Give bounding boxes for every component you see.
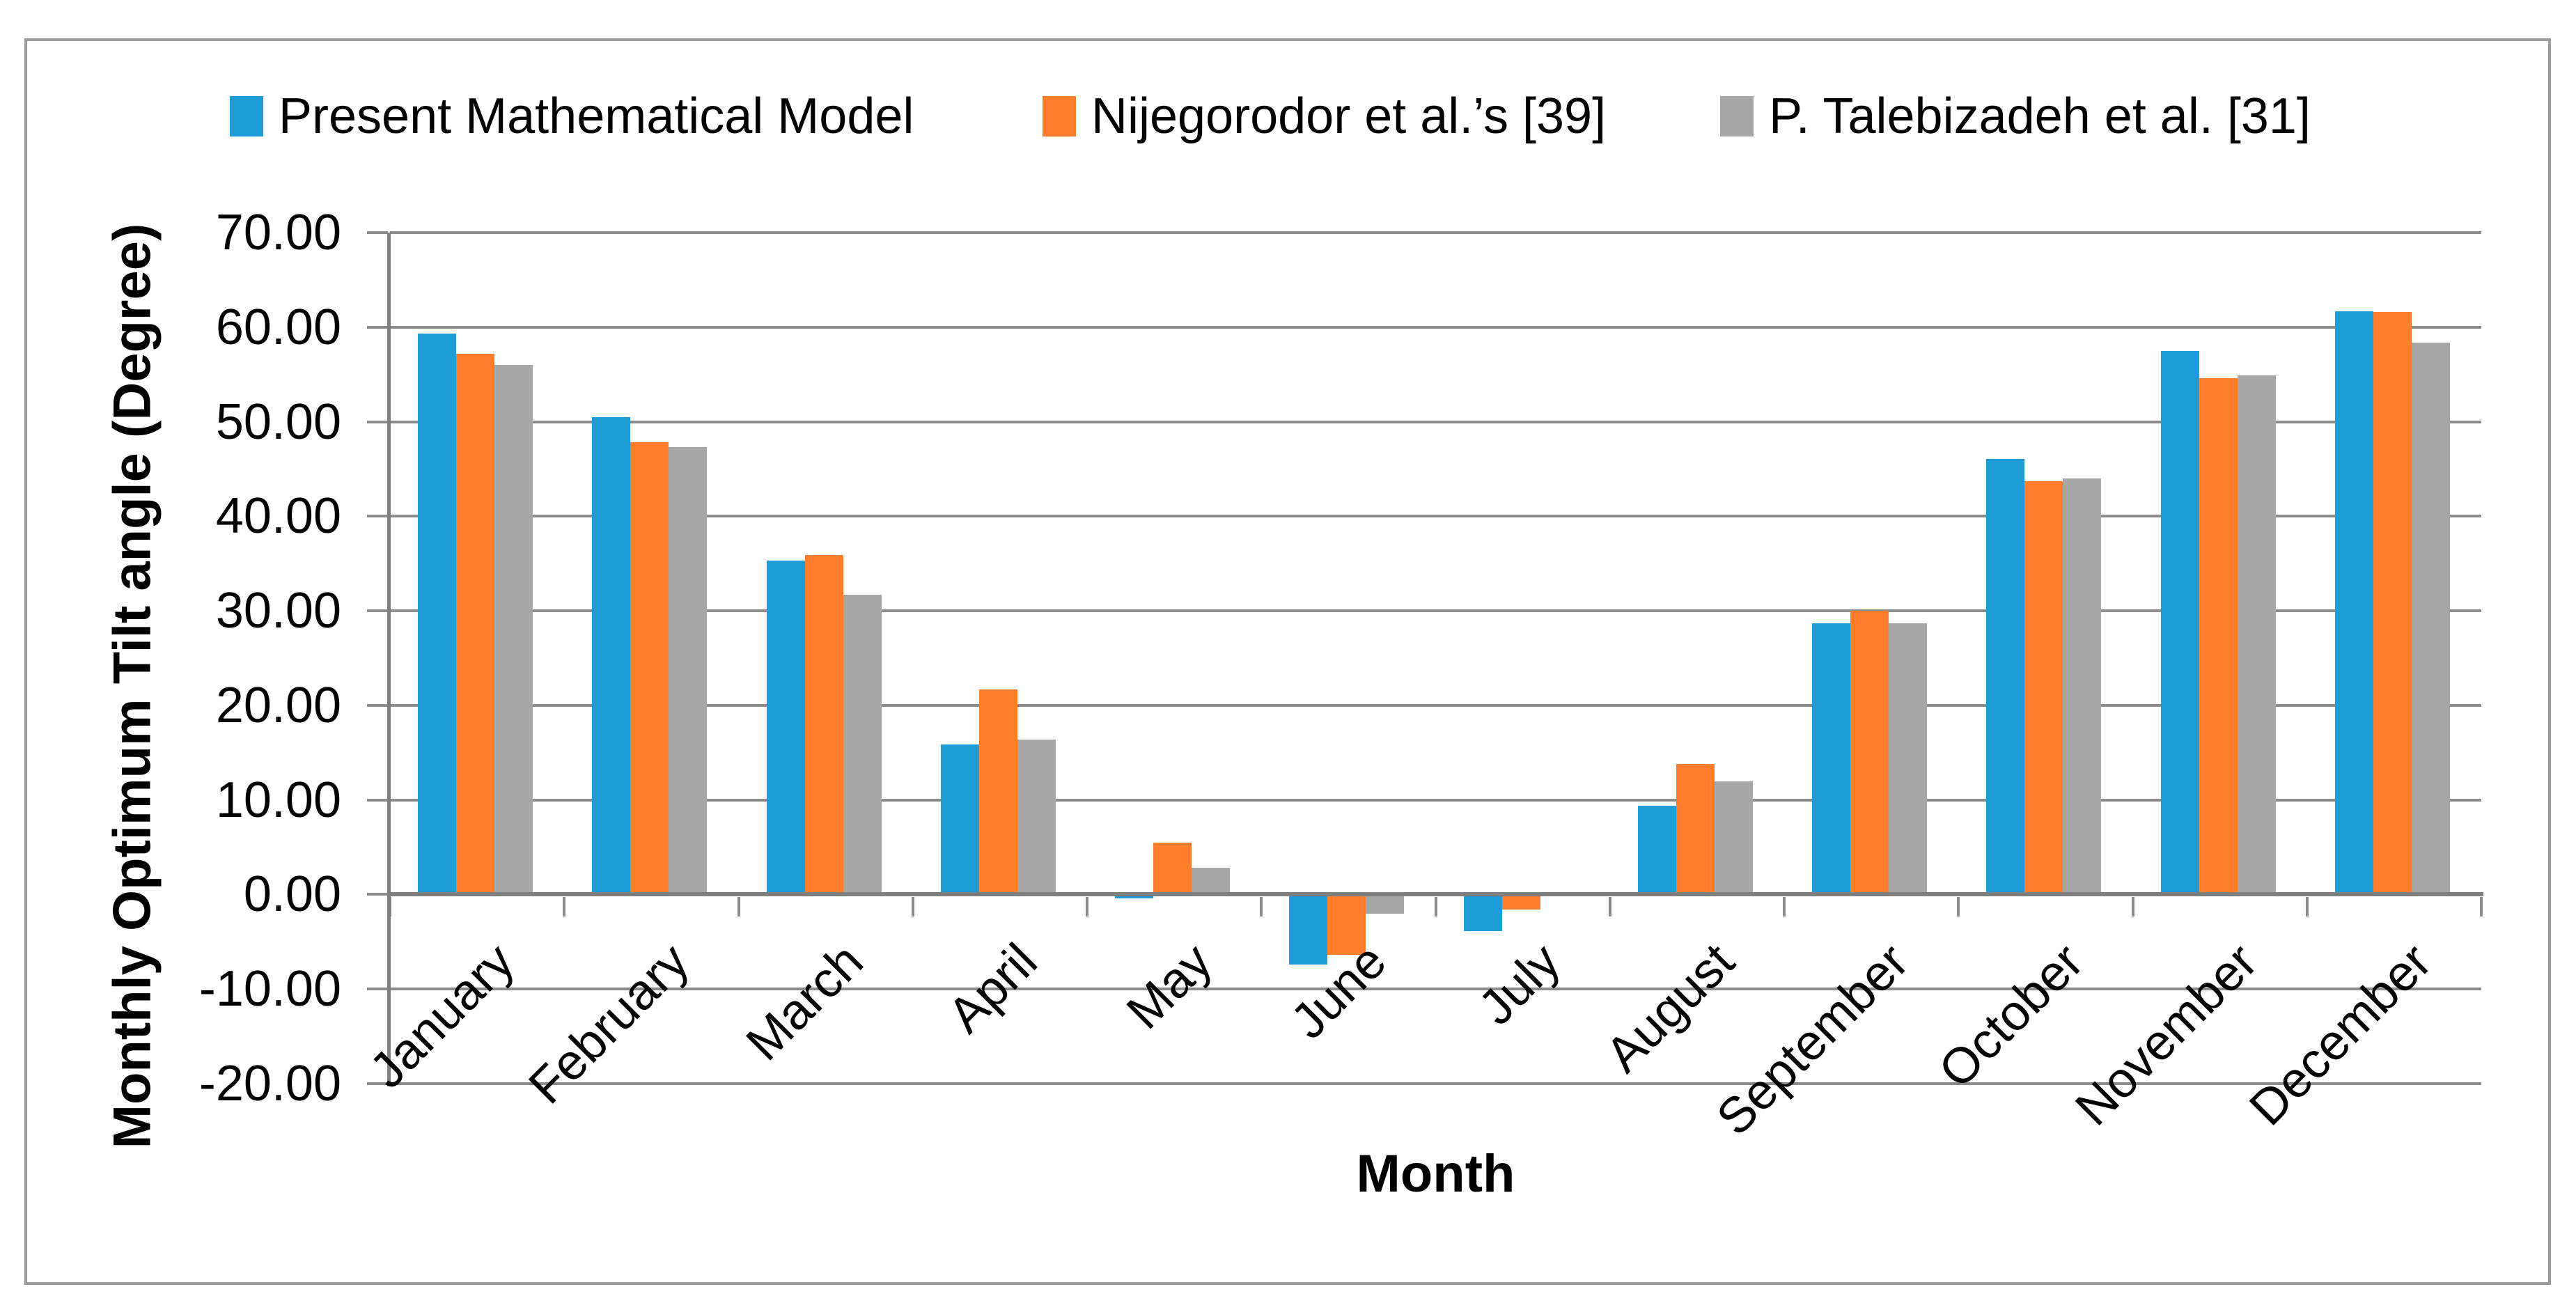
- y-axis-title: Monthly Optimum Tilt angle (Degree): [102, 223, 162, 1149]
- legend-marker-icon: [1720, 96, 1754, 136]
- legend-label: Nijegorodor et al.’s [39]: [1091, 88, 1607, 144]
- bar-nijegorodor-et-al-s-39: [1850, 611, 1889, 895]
- bar-present-mathematical-model: [766, 561, 805, 895]
- y-tick-label: 30.00: [215, 583, 341, 639]
- category-label: August: [1595, 933, 1745, 1084]
- bar-present-mathematical-model: [2160, 350, 2199, 895]
- bar-nijegorodor-et-al-s-39: [630, 442, 669, 895]
- gridline: [390, 703, 2481, 707]
- y-tick-label: 40.00: [215, 488, 341, 545]
- category-label: October: [1928, 933, 2094, 1100]
- y-axis-tick: [367, 420, 388, 423]
- bar-p-talebizadeh-et-al-31: [1889, 623, 1927, 895]
- x-axis-tick: [2480, 897, 2483, 917]
- bar-p-talebizadeh-et-al-31: [1192, 868, 1230, 895]
- bar-nijegorodor-et-al-s-39: [978, 689, 1017, 895]
- bar-p-talebizadeh-et-al-31: [669, 447, 708, 895]
- bar-present-mathematical-model: [418, 334, 456, 895]
- bar-nijegorodor-et-al-s-39: [1501, 894, 1540, 910]
- bar-present-mathematical-model: [1812, 623, 1850, 895]
- x-axis-title: Month: [1356, 1144, 1515, 1203]
- x-axis-tick: [1260, 897, 1263, 917]
- y-tick-label: -10.00: [198, 961, 341, 1017]
- legend-item: Nijegorodor et al.’s [39]: [1043, 85, 1606, 148]
- legend-item: Present Mathematical Model: [230, 85, 914, 148]
- y-axis-tick: [367, 515, 388, 518]
- y-tick-label: 0.00: [243, 866, 341, 923]
- y-tick-label: 10.00: [215, 772, 341, 828]
- x-axis-tick: [563, 897, 566, 917]
- x-axis-tick: [2305, 897, 2309, 917]
- x-axis-line: [387, 892, 2483, 897]
- bar-present-mathematical-model: [1463, 894, 1502, 932]
- x-axis-tick: [1086, 897, 1088, 917]
- legend: Present Mathematical Model Nijegorodor et…: [0, 85, 2576, 148]
- y-axis-line: [387, 233, 391, 1086]
- gridline: [390, 231, 2481, 234]
- bar-p-talebizadeh-et-al-31: [1017, 739, 1056, 895]
- category-label: May: [1116, 933, 1223, 1040]
- bar-nijegorodor-et-al-s-39: [1327, 894, 1366, 955]
- x-axis-tick: [911, 897, 914, 917]
- bar-present-mathematical-model: [940, 744, 979, 895]
- y-axis-tick: [367, 609, 388, 613]
- legend-marker-icon: [1043, 96, 1076, 136]
- y-axis-tick: [367, 893, 388, 896]
- x-axis-tick: [1608, 897, 1611, 917]
- bar-p-talebizadeh-et-al-31: [494, 365, 533, 895]
- y-axis-tick: [367, 703, 388, 707]
- y-axis-tick: [367, 798, 388, 802]
- gridline: [390, 325, 2481, 329]
- bar-p-talebizadeh-et-al-31: [843, 595, 882, 895]
- x-axis-tick: [1957, 897, 1960, 917]
- bar-p-talebizadeh-et-al-31: [2237, 375, 2276, 895]
- category-label: July: [1468, 933, 1571, 1036]
- y-tick-label: 20.00: [215, 677, 341, 733]
- legend-label: Present Mathematical Model: [279, 88, 914, 144]
- plot-area: January February March April May June July Augu…: [360, 231, 2483, 1146]
- bar-present-mathematical-model: [1637, 805, 1676, 895]
- y-axis-tick: [367, 988, 388, 991]
- x-axis-tick: [737, 897, 740, 917]
- bar-nijegorodor-et-al-s-39: [2373, 312, 2412, 895]
- bar-nijegorodor-et-al-s-39: [456, 353, 494, 895]
- category-label: April: [937, 933, 1048, 1044]
- y-tick-label: 70.00: [215, 205, 341, 260]
- legend-label: P. Talebizadeh et al. [31]: [1769, 88, 2311, 144]
- gridline: [390, 988, 2481, 991]
- x-axis-tick: [2131, 897, 2134, 917]
- y-tick-label: -20.00: [198, 1056, 341, 1111]
- gridline: [390, 420, 2481, 423]
- bar-nijegorodor-et-al-s-39: [2024, 481, 2063, 895]
- bar-p-talebizadeh-et-al-31: [1366, 894, 1405, 914]
- bar-nijegorodor-et-al-s-39: [1153, 842, 1192, 895]
- bar-present-mathematical-model: [2334, 311, 2373, 895]
- gridline: [390, 798, 2481, 802]
- gridline: [390, 515, 2481, 518]
- bar-p-talebizadeh-et-al-31: [2063, 478, 2102, 895]
- y-tick-label: 50.00: [215, 393, 341, 450]
- gridline: [390, 609, 2481, 613]
- bar-present-mathematical-model: [592, 416, 631, 895]
- category-label: March: [735, 933, 874, 1072]
- bar-p-talebizadeh-et-al-31: [2411, 342, 2450, 895]
- bar-nijegorodor-et-al-s-39: [804, 555, 843, 895]
- y-axis-tick: [367, 231, 388, 234]
- y-axis-tick: [367, 1082, 388, 1085]
- x-axis-tick: [1783, 897, 1786, 917]
- legend-item: P. Talebizadeh et al. [31]: [1720, 85, 2311, 148]
- gridline: [390, 1082, 2481, 1085]
- bar-nijegorodor-et-al-s-39: [1676, 764, 1715, 895]
- bar-present-mathematical-model: [1289, 894, 1328, 965]
- y-axis-tick: [367, 325, 388, 329]
- bar-nijegorodor-et-al-s-39: [2199, 378, 2238, 895]
- bar-present-mathematical-model: [1986, 458, 2025, 895]
- x-axis-tick: [1434, 897, 1437, 917]
- legend-marker-icon: [230, 96, 263, 136]
- bar-p-talebizadeh-et-al-31: [1714, 781, 1753, 895]
- y-tick-label: 60.00: [215, 299, 341, 355]
